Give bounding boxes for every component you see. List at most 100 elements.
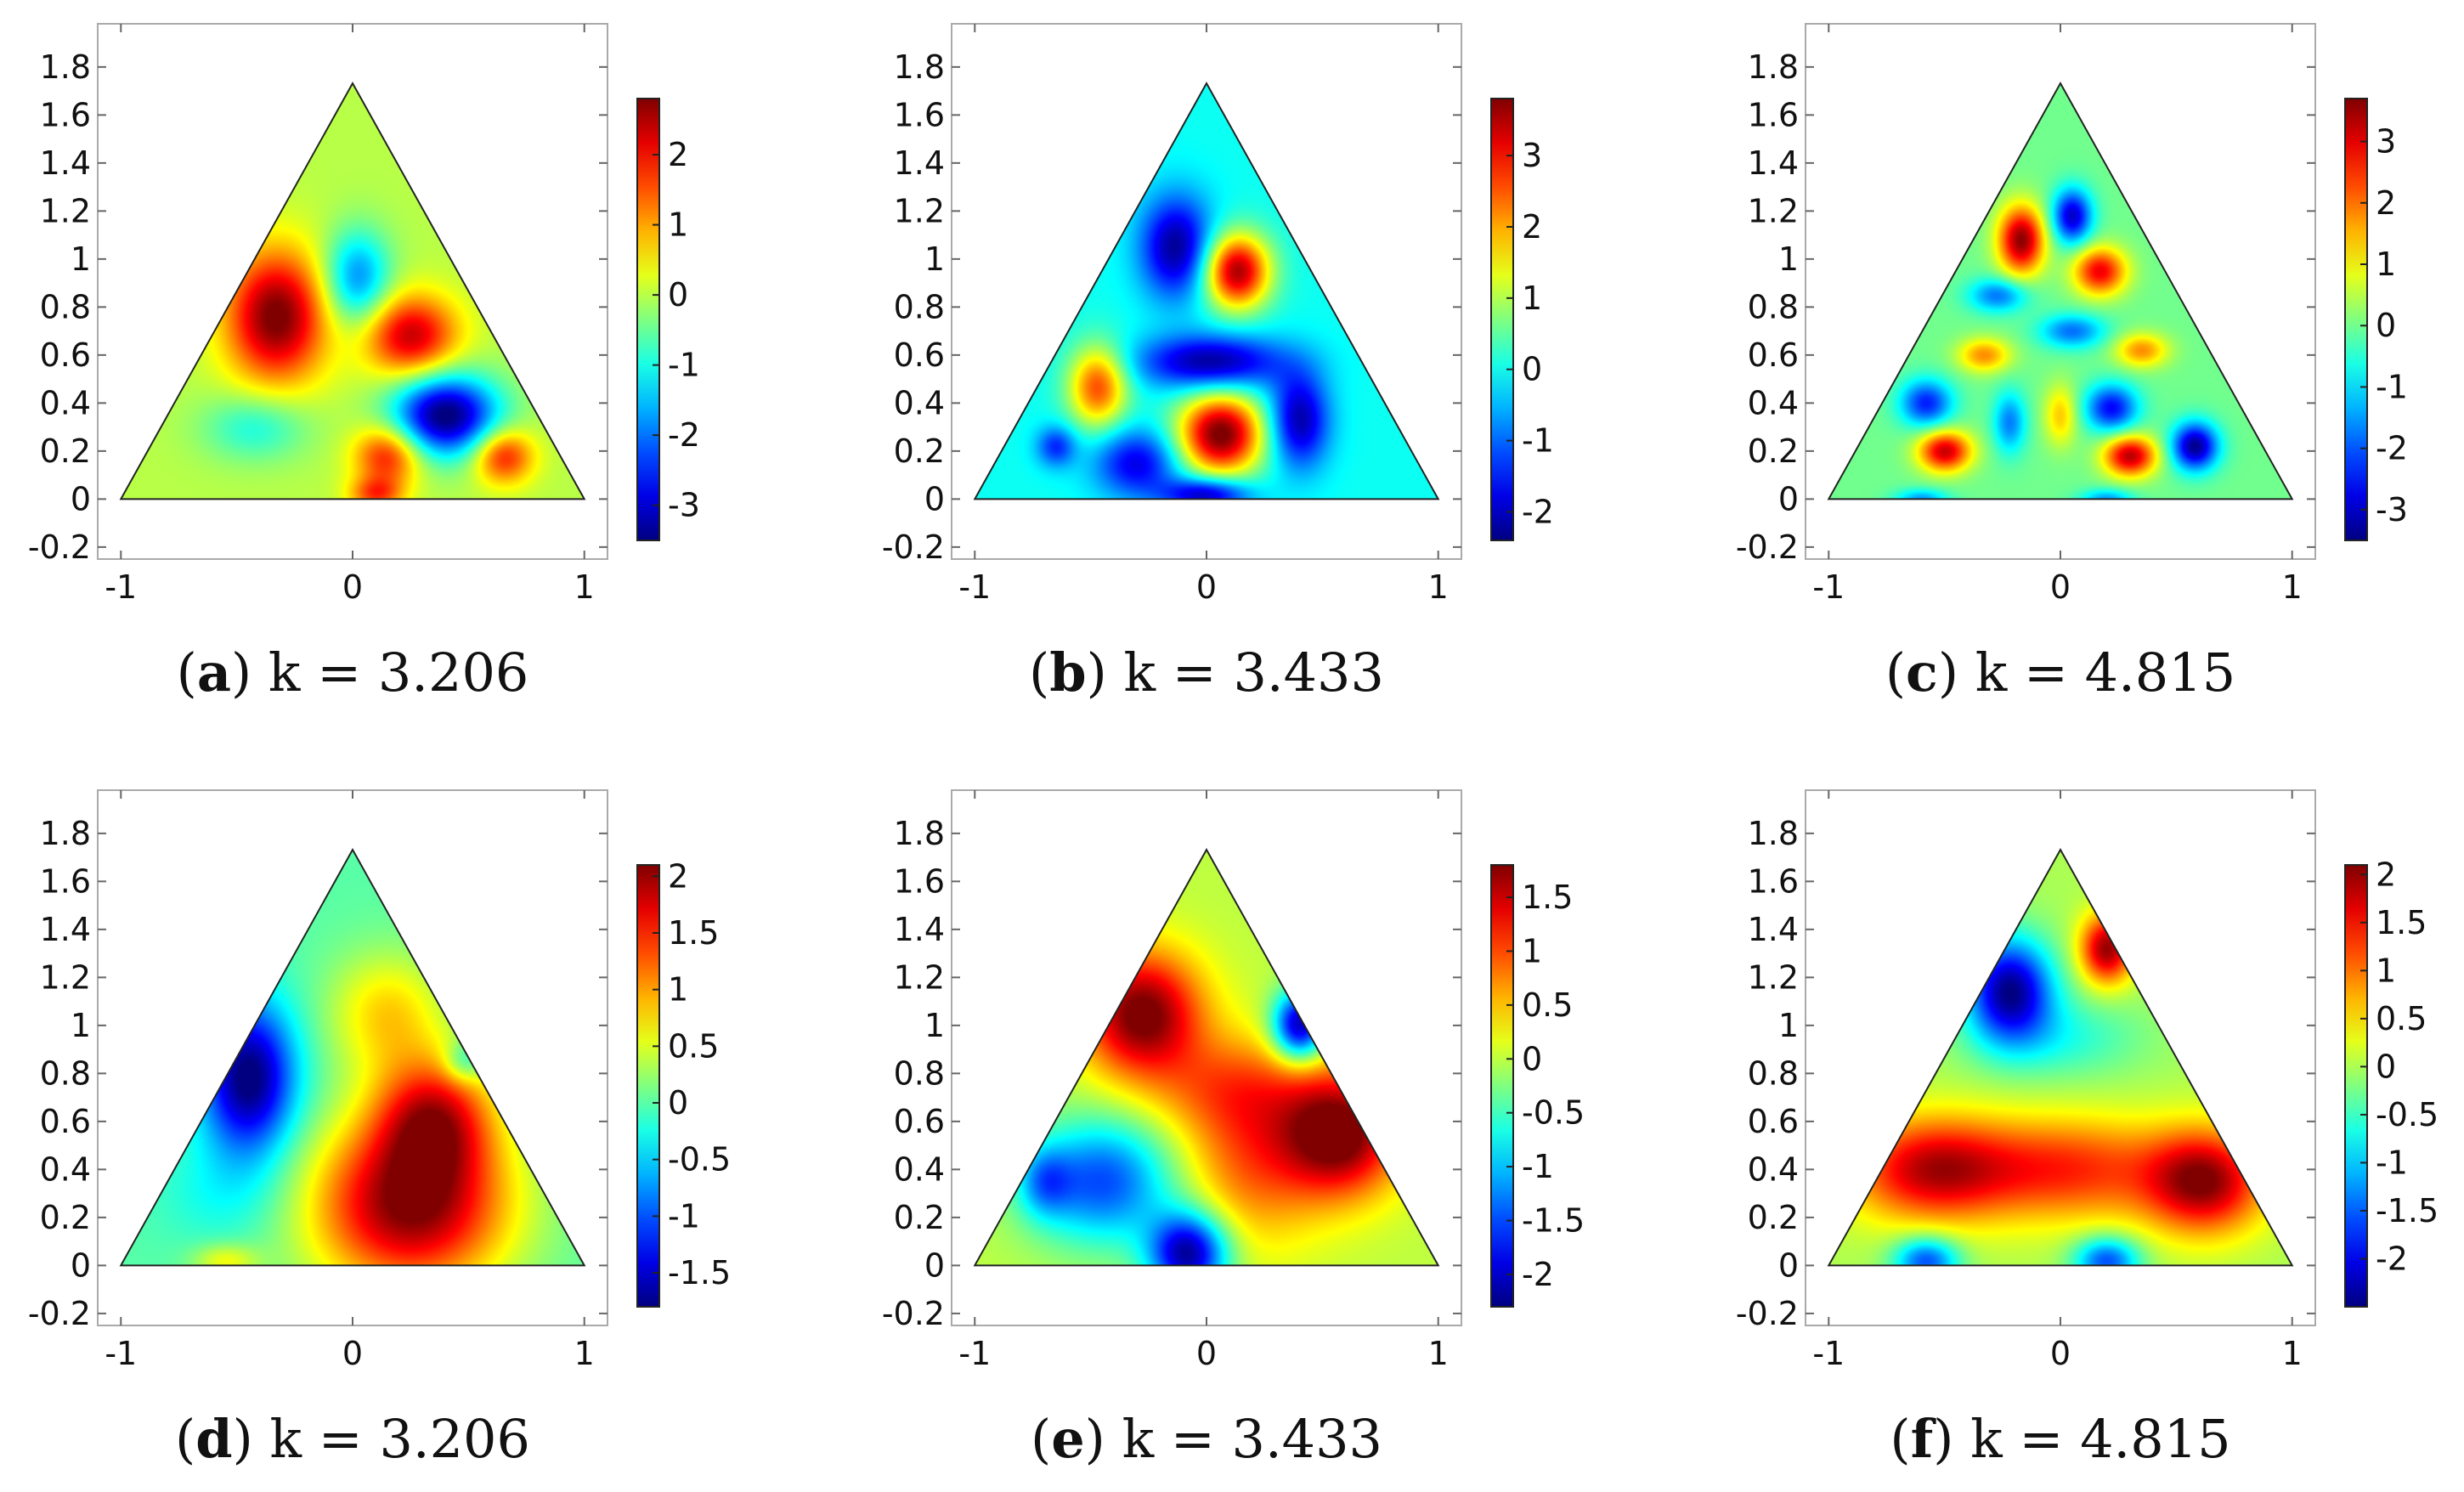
y-tick-label: 1.8	[40, 815, 91, 852]
y-tick-label: 0.6	[894, 1103, 945, 1140]
y-tick-label: -0.2	[1736, 1295, 1799, 1332]
colorbar-tick-label: -1	[668, 1197, 700, 1235]
y-tick-label: 0.4	[1748, 384, 1799, 421]
colorbar-tick-label: 0	[1522, 1040, 1542, 1077]
y-tick-label: 1.2	[40, 192, 91, 229]
y-tick-label: 1.6	[894, 96, 945, 133]
y-tick-label: 0.4	[1748, 1150, 1799, 1188]
y-tick-label: 0.6	[40, 1103, 91, 1140]
y-tick-label: 1.4	[40, 911, 91, 948]
y-tick-label: 1	[1778, 240, 1799, 278]
x-tick-label: 0	[2050, 568, 2071, 606]
y-tick-label: 1.4	[1748, 144, 1799, 182]
panel-caption: (d) k = 3.206	[175, 1408, 530, 1470]
y-tick-label: 1.6	[894, 862, 945, 900]
colorbar-tick-label: 1	[2376, 246, 2396, 283]
colorbar	[1490, 864, 1514, 1308]
y-tick-label: 0.2	[1748, 432, 1799, 470]
y-tick-label: 0.8	[1748, 288, 1799, 325]
panel-e: -0.2 0 0.2 0.4 0.6 0.8 1 1.2 1.4 1.6 1.8 -1 0 1 1.5 1 0.…	[882, 789, 1585, 1470]
panel-label: f	[1911, 1408, 1936, 1470]
colorbar	[2344, 864, 2368, 1308]
y-tick-label: -0.2	[882, 1295, 945, 1332]
y-tick-label: 0	[71, 480, 91, 517]
triangle-boundary	[119, 81, 586, 500]
colorbar-tick-label: 1.5	[1522, 879, 1573, 916]
colorbar-tick-label: -2	[1522, 1256, 1554, 1293]
panel-f: -0.2 0 0.2 0.4 0.6 0.8 1 1.2 1.4 1.6 1.8 -1 0 1 2 1.5 1 0…	[1736, 789, 2439, 1470]
colorbar-tick-label: 1	[668, 971, 688, 1009]
y-tick-label: 0.6	[1748, 336, 1799, 374]
colorbar-tick-label: -2	[1522, 493, 1554, 530]
colorbar-tick-label: 0.5	[2376, 1000, 2427, 1037]
colorbar-tick-label: 2	[2376, 184, 2396, 222]
colorbar-tick-label: -0.5	[668, 1141, 731, 1178]
colorbar-tick-label: -2	[668, 416, 700, 454]
y-tick-label: 0	[71, 1246, 91, 1284]
colorbar	[1490, 98, 1514, 541]
colorbar-tick-label: 1.5	[2376, 904, 2427, 941]
colorbar-tick-label: 2	[2376, 856, 2396, 893]
colorbar-tick-label: 0	[2376, 307, 2396, 344]
y-tick-label: 0.8	[40, 1054, 91, 1092]
panel-b: -0.2 0 0.2 0.4 0.6 0.8 1 1.2 1.4 1.6 1.8 -1 0 1 3 2 1 0 -1…	[882, 23, 1554, 704]
y-tick-label: 0.8	[894, 288, 945, 325]
y-tick-label: -0.2	[28, 1295, 91, 1332]
colorbar-tick-label: 1	[668, 206, 688, 244]
panel-d: -0.2 0 0.2 0.4 0.6 0.8 1 1.2 1.4 1.6 1.8 -1 0 1 2 1.5 1 0…	[28, 789, 731, 1470]
y-tick-label: 1.8	[1748, 815, 1799, 852]
y-tick-label: 0.4	[894, 1150, 945, 1188]
colorbar-tick-label: 2	[1522, 208, 1542, 246]
panel-label: a	[197, 641, 231, 704]
y-tick-label: 0	[924, 480, 945, 517]
y-tick-label: 0.8	[894, 1054, 945, 1092]
colorbar-tick-label: -1.5	[668, 1254, 731, 1291]
y-tick-label: 0.2	[894, 432, 945, 470]
y-tick-label: 1.4	[894, 144, 945, 182]
y-tick-label: 1.4	[894, 911, 945, 948]
y-tick-label: 1.8	[40, 48, 91, 86]
x-tick-label: 1	[2282, 568, 2303, 606]
colorbar	[636, 864, 660, 1308]
colorbar	[636, 98, 660, 541]
x-tick-label: -1	[958, 568, 991, 606]
panel-k-value: k = 4.815	[1975, 641, 2235, 704]
colorbar-tick-label: -0.5	[1522, 1094, 1585, 1132]
y-tick-label: -0.2	[1736, 528, 1799, 566]
y-tick-label: 0.4	[40, 384, 91, 421]
colorbar-tick-label: 1	[1522, 932, 1542, 969]
panel-k-value: k = 3.206	[270, 1408, 530, 1470]
colorbar-tick-label: -1	[2376, 368, 2408, 405]
y-tick-label: 0.6	[894, 336, 945, 374]
y-tick-label: 0.6	[40, 336, 91, 374]
y-tick-label: 1.2	[894, 192, 945, 229]
y-tick-label: 0	[1778, 480, 1799, 517]
x-tick-label: 0	[2050, 1335, 2071, 1372]
triangle-boundary	[119, 847, 586, 1267]
panel-k-value: k = 3.433	[1122, 1408, 1382, 1470]
x-tick-label: -1	[958, 1335, 991, 1372]
colorbar-tick-label: 1	[1522, 280, 1542, 317]
y-tick-label: 1.4	[1748, 911, 1799, 948]
colorbar-tick-label: 0	[1522, 351, 1542, 388]
y-tick-label: 1	[924, 1007, 945, 1044]
colorbar-tick-label: 1.5	[668, 914, 719, 952]
panel-caption: (a) k = 3.206	[177, 641, 529, 704]
x-tick-label: 1	[1428, 1335, 1449, 1372]
y-tick-label: 0	[924, 1246, 945, 1284]
panel-caption: (c) k = 4.815	[1885, 641, 2235, 704]
colorbar-tick-label: -1	[1522, 422, 1554, 460]
colorbar-tick-label: 2	[668, 857, 688, 895]
colorbar-tick-label: -1.5	[2376, 1192, 2439, 1229]
panel-label: c	[1906, 641, 1938, 704]
colorbar-tick-label: -0.5	[2376, 1096, 2439, 1133]
colorbar	[2344, 98, 2368, 541]
y-tick-label: 1	[1778, 1007, 1799, 1044]
colorbar-tick-label: -1.5	[1522, 1202, 1585, 1240]
x-tick-label: 0	[1196, 568, 1217, 606]
y-tick-label: 0.2	[894, 1199, 945, 1236]
y-tick-label: 1.8	[894, 48, 945, 86]
x-tick-label: 1	[574, 568, 595, 606]
panel-c: -0.2 0 0.2 0.4 0.6 0.8 1 1.2 1.4 1.6 1.8 -1 0 1 3 2 1 0 -1…	[1736, 23, 2408, 704]
x-tick-label: 0	[342, 568, 363, 606]
